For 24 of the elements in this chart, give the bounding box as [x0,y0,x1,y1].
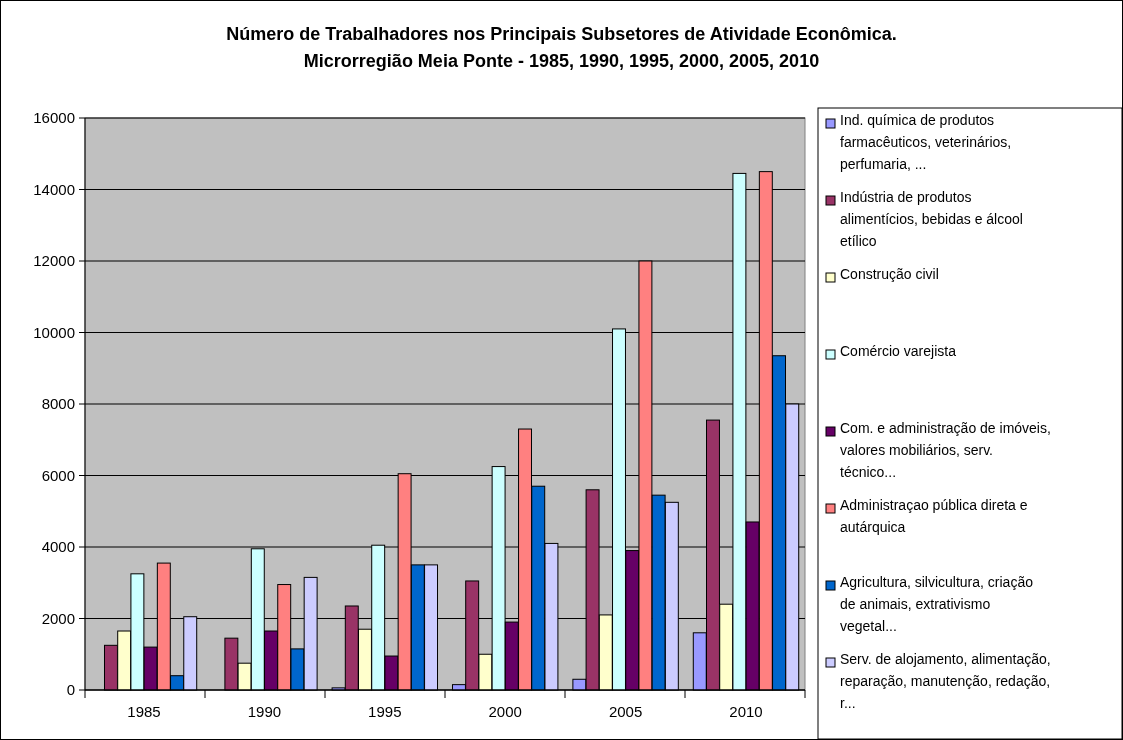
y-tick-label: 4000 [41,538,75,556]
x-tick-label: 2010 [729,703,763,720]
x-tick-label: 1995 [368,703,402,720]
legend-label: Ind. química de produtos farmacêuticos, veterinários, perfumaria, ... [840,112,1012,172]
x-tick-label: 1990 [247,703,282,720]
legend-label: Administraçao pública direta e autárquica [840,497,1028,535]
y-tick-label: 16000 [33,109,75,127]
y-tick-label: 2000 [41,609,75,627]
legend-label: Comércio varejista [840,343,957,359]
legend-label: Com. e administração de imóveis, valores mobiliários, serv. técnico... [840,420,1051,480]
y-tick-label: 12000 [33,252,75,270]
y-tick-label: 6000 [41,466,75,484]
y-tick-label: 0 [66,681,75,699]
legend-label: Agricultura, silvicultura, criação de animais, extrativismo vegetal... [840,574,1034,634]
x-tick-label: 2000 [488,703,522,720]
y-tick-label: 14000 [33,180,75,198]
y-tick-label: 10000 [33,323,75,341]
x-tick-label: 2005 [608,703,643,720]
legend-label: Construção civil [840,266,939,282]
legend-label: Serv. de alojamento, alimentação, reparação, manutenção, redação, r... [840,651,1051,711]
x-tick-label: 1985 [127,703,161,720]
y-tick-label: 8000 [41,395,75,413]
legend-label: Indústria de produtos alimentícios, bebidas e álcool etílico [840,189,1023,249]
chart-title: Número de Trabalhadores nos Principais Subsetores de Atividade Econômica. Microrregião Meia Ponte - 1985, 1990, 1995, 2000, 2005, 2010 [226,24,897,71]
